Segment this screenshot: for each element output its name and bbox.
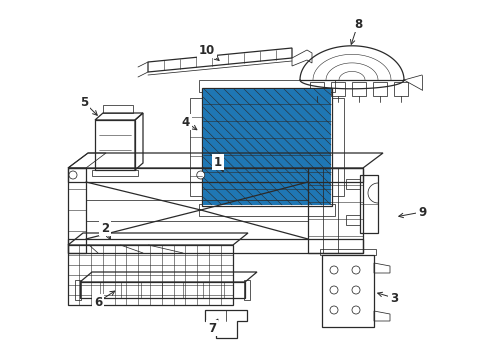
Bar — [203, 89, 331, 205]
Text: 5: 5 — [80, 95, 88, 108]
Text: 8: 8 — [354, 18, 362, 31]
Bar — [244, 280, 250, 300]
Bar — [103, 105, 133, 113]
Bar — [202, 88, 332, 206]
Bar — [331, 82, 345, 96]
Bar — [332, 98, 344, 196]
Bar — [322, 255, 374, 327]
Bar — [352, 82, 366, 96]
Text: 3: 3 — [390, 292, 398, 305]
Bar — [199, 80, 335, 92]
Bar — [75, 280, 81, 300]
Bar — [68, 245, 233, 305]
Text: 9: 9 — [418, 206, 426, 219]
Text: 6: 6 — [94, 296, 102, 309]
Text: 1: 1 — [214, 156, 222, 168]
Text: 10: 10 — [199, 44, 215, 57]
Bar — [360, 175, 378, 233]
Bar — [394, 82, 408, 96]
Text: 4: 4 — [182, 116, 190, 129]
Text: 2: 2 — [101, 221, 109, 234]
Circle shape — [69, 171, 77, 179]
Bar — [373, 82, 387, 96]
Bar — [310, 82, 324, 96]
Bar — [190, 98, 202, 196]
Bar — [95, 120, 135, 170]
Circle shape — [197, 171, 205, 179]
Bar — [199, 204, 335, 216]
Text: 7: 7 — [208, 321, 216, 334]
